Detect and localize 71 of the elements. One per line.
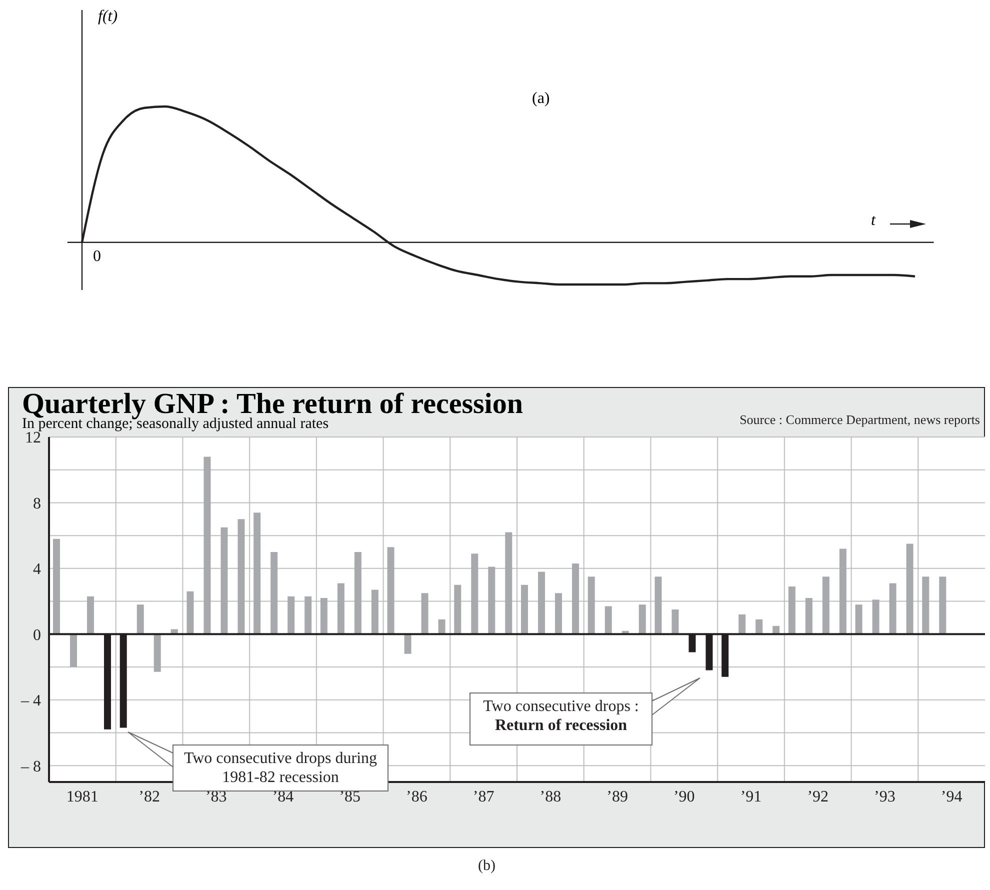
bar: [654, 576, 662, 634]
bar: [505, 532, 512, 634]
y-axis-title: f(t): [98, 8, 118, 26]
bar: [855, 604, 862, 634]
bar: [270, 552, 278, 634]
x-tick-label: ’88: [540, 788, 562, 806]
annotation: 0: [93, 248, 101, 266]
bar: [186, 591, 194, 634]
bar: [939, 576, 946, 634]
bar: [154, 634, 161, 672]
y-tick-label: – 8: [20, 758, 41, 776]
bar: [320, 598, 328, 634]
bar: [87, 596, 94, 634]
bar: [288, 596, 295, 634]
bar: [136, 604, 144, 634]
x-tick-label: ’92: [807, 788, 829, 806]
bar: [404, 634, 412, 654]
source-note: Source : Commerce Department, news reports: [740, 412, 980, 428]
bar: [638, 604, 646, 634]
bar: [805, 598, 812, 634]
bar: [906, 544, 914, 634]
x-tick-label: ’82: [138, 788, 160, 806]
bar: [822, 576, 830, 634]
y-tick-label: 0: [33, 626, 41, 644]
bar: [304, 596, 312, 634]
bar: [788, 586, 796, 634]
x-tick-label: ’84: [272, 788, 294, 806]
bar: [337, 583, 344, 634]
bar: [588, 576, 595, 634]
x-axis-title: t: [871, 212, 876, 230]
bar: [254, 512, 261, 634]
bar: [839, 548, 846, 634]
text: (b): [478, 858, 496, 875]
bar: [521, 584, 528, 634]
bar: [387, 547, 394, 634]
x-tick-label: ’94: [940, 788, 962, 806]
bar: [454, 584, 462, 634]
y-tick-label: – 4: [20, 692, 41, 710]
bar: [354, 552, 362, 634]
bar: [922, 576, 930, 634]
x-tick-label: 1981: [66, 788, 98, 806]
x-tick-label: ’91: [740, 788, 762, 806]
bar: [572, 564, 579, 634]
bar: [438, 619, 446, 634]
annotation: (a): [532, 90, 550, 108]
bar: [604, 606, 612, 634]
bar: [220, 527, 228, 634]
x-tick-label: ’86: [406, 788, 428, 806]
bar: [70, 634, 77, 667]
bar: [872, 600, 880, 634]
y-tick-label: 8: [33, 495, 41, 512]
bar: [538, 572, 545, 634]
bar: [488, 566, 496, 634]
annotation: Two consecutive drops during 1981-82 recession: [183, 749, 378, 787]
annotation: Two consecutive drops : Return of recession: [482, 697, 640, 735]
x-tick-label: ’93: [874, 788, 896, 806]
bar: [238, 519, 245, 634]
bar: [371, 590, 378, 634]
bar: [471, 554, 478, 634]
y-tick-label: 4: [33, 561, 41, 578]
x-tick-label: ’89: [606, 788, 628, 806]
x-tick-label: ’87: [472, 788, 494, 806]
x-tick-label: ’90: [673, 788, 695, 806]
bar: [421, 593, 428, 634]
bar: [672, 610, 679, 634]
bar: [889, 583, 896, 634]
bar: [555, 593, 562, 634]
bar: [738, 614, 746, 634]
bar: [204, 456, 211, 634]
bar: [756, 619, 763, 634]
bar: [53, 538, 60, 634]
